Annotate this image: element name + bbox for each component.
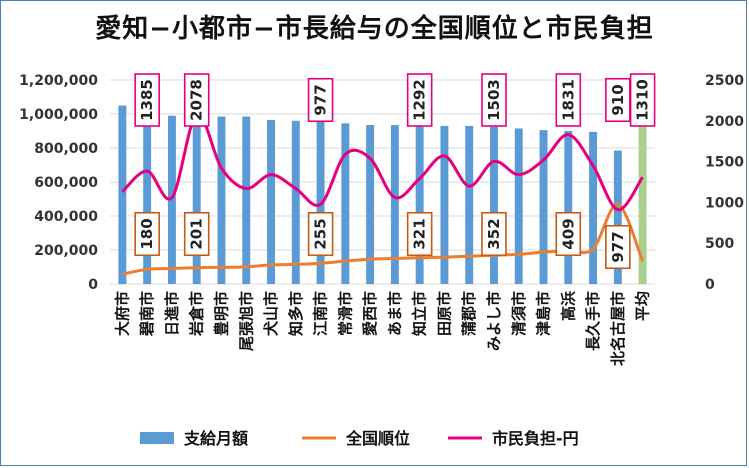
legend-swatch-bar	[140, 432, 174, 444]
right-axis-tick: 1500	[705, 155, 744, 171]
burden-data-label: 910	[609, 84, 627, 115]
bar	[564, 131, 573, 284]
bar	[341, 123, 350, 284]
burden-data-label: 1292	[411, 79, 429, 121]
x-category-label: みよし市	[485, 291, 503, 351]
x-category-label: 日進市	[163, 291, 181, 336]
burden-data-label: 2078	[188, 79, 206, 121]
left-axis-tick: 1,200,000	[19, 73, 98, 89]
x-category-label: 清須市	[510, 291, 528, 336]
left-axis-tick: 0	[88, 277, 98, 293]
x-category-label: 田原市	[435, 291, 453, 336]
legend-label: 市民負担-円	[492, 429, 579, 448]
bar	[291, 120, 300, 284]
rank-data-label-box	[183, 211, 210, 257]
legend-label: 全国順位	[345, 429, 410, 448]
x-category-label: 江南市	[312, 291, 330, 336]
left-axis-tick: 1,000,000	[19, 107, 98, 123]
right-axis-tick: 2000	[705, 114, 744, 130]
burden-data-label: 1310	[634, 79, 652, 121]
x-category-label: 北名古屋市	[609, 291, 627, 366]
bar	[242, 116, 251, 284]
x-category-label: 愛西市	[361, 291, 379, 336]
bar	[366, 125, 375, 284]
x-category-label: 平均	[634, 291, 652, 321]
rank-data-label-box	[134, 211, 160, 257]
bar	[118, 105, 127, 284]
burden-data-label: 1831	[559, 79, 577, 121]
rank-data-label: 255	[312, 218, 330, 249]
rank-data-label-box	[481, 211, 507, 257]
x-category-label: 碧南市	[138, 291, 156, 337]
x-category-label: あま市	[386, 291, 404, 336]
x-category-label: 大府市	[113, 291, 131, 336]
rank-data-label: 180	[138, 218, 156, 249]
left-axis-tick: 800,000	[34, 141, 98, 157]
x-category-label: 豊明市	[212, 291, 230, 336]
bar	[613, 150, 622, 284]
burden-data-label-box	[629, 73, 656, 127]
rank-data-label-box	[307, 211, 334, 257]
chart-title: 愛知−小都市−市長給与の全国順位と市民負担	[95, 14, 654, 44]
x-category-label: 知立市	[411, 291, 429, 336]
x-category-label: 高浜	[559, 291, 577, 321]
rank-data-label: 352	[485, 218, 503, 249]
bar	[390, 125, 399, 284]
bar	[514, 128, 523, 284]
bar	[143, 114, 152, 284]
bar	[267, 119, 275, 284]
legend-label: 支給月額	[183, 429, 248, 448]
bar	[192, 115, 201, 284]
x-category-label: 知多市	[287, 291, 305, 336]
bar	[465, 125, 474, 285]
bar	[490, 126, 498, 284]
right-axis-tick: 500	[705, 236, 734, 252]
x-category-label: 岩倉市	[188, 291, 206, 337]
x-category-label: 津島市	[535, 291, 553, 336]
burden-data-label-box	[481, 73, 507, 127]
x-category-label: 犬山市	[262, 291, 280, 336]
bar	[440, 125, 449, 285]
rank-data-label: 977	[609, 231, 627, 262]
rank-data-label-box	[555, 211, 582, 257]
x-category-label: 蒲郡市	[460, 291, 478, 336]
rank-data-label: 201	[188, 218, 206, 249]
burden-data-label-box	[555, 73, 582, 127]
burden-data-label-box	[406, 73, 433, 127]
right-axis-tick: 2500	[705, 73, 744, 89]
bar	[539, 130, 548, 284]
burden-data-label: 1503	[485, 79, 503, 121]
rank-data-label-box	[406, 211, 433, 257]
left-axis-tick: 400,000	[34, 209, 98, 225]
rank-data-label: 321	[411, 218, 429, 249]
bar	[415, 125, 424, 284]
bar	[589, 131, 598, 284]
burden-data-label: 1385	[138, 79, 156, 121]
burden-data-label-box	[134, 73, 160, 127]
rank-data-label-box	[605, 224, 631, 270]
x-category-label: 常滑市	[336, 291, 354, 336]
burden-data-label-box	[307, 77, 334, 123]
left-axis-tick: 200,000	[34, 243, 98, 259]
burden-data-label-box	[183, 73, 210, 127]
left-axis-tick: 600,000	[34, 175, 98, 191]
bar	[638, 123, 647, 284]
right-axis-tick: 1000	[705, 195, 744, 211]
right-axis-tick: 0	[705, 277, 715, 293]
burden-data-label: 977	[312, 84, 330, 115]
bar	[217, 116, 226, 284]
x-category-label: 尾張旭市	[237, 291, 255, 351]
rank-data-label: 409	[559, 218, 577, 249]
x-category-label: 長久手市	[584, 291, 602, 351]
bar	[167, 115, 176, 284]
